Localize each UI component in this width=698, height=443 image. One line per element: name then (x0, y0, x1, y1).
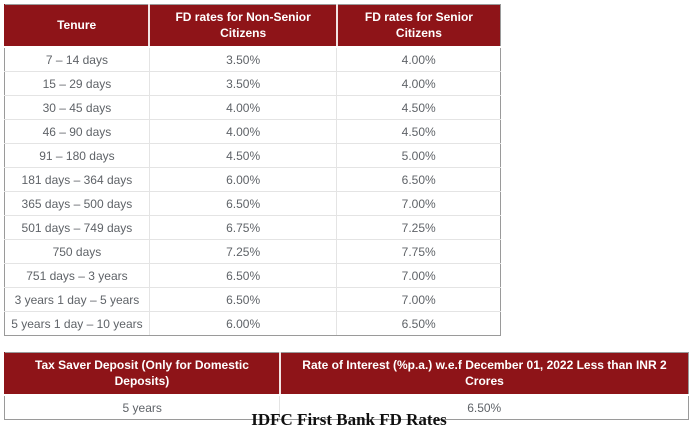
table-cell: 6.50% (148, 263, 338, 289)
table-cell: 7.25% (148, 239, 338, 265)
table-cell: 4.50% (336, 119, 501, 145)
table-cell: 4.50% (336, 95, 501, 121)
table-row: 751 days – 3 years 6.50% 7.00% (4, 263, 501, 289)
table-cell: 6.50% (279, 394, 689, 421)
table-cell: 751 days – 3 years (4, 263, 150, 289)
page-title: IDFC First Bank FD Rates (251, 410, 447, 429)
table-row: 501 days – 749 days 6.75% 7.25% (4, 215, 501, 241)
table-cell: 6.50% (336, 167, 501, 193)
table-cell: 5 years (3, 394, 281, 421)
table-row: 7 – 14 days 3.50% 4.00% (4, 46, 501, 73)
tax-saver-table: Tax Saver Deposit (Only for Domestic Dep… (3, 352, 689, 421)
table-cell: 4.00% (148, 95, 338, 121)
table-cell: 6.50% (148, 287, 338, 313)
table-cell: 6.50% (336, 311, 501, 337)
table-cell: 46 – 90 days (4, 119, 150, 145)
table-cell: 6.75% (148, 215, 338, 241)
fd-rates-header-row: Tenure FD rates for Non-Senior Citizens … (4, 4, 501, 49)
table-cell: 6.00% (148, 167, 338, 193)
table-cell: 5.00% (336, 143, 501, 169)
table-cell: 501 days – 749 days (4, 215, 150, 241)
table-row: 15 – 29 days 3.50% 4.00% (4, 71, 501, 97)
table-cell: 4.00% (336, 46, 501, 73)
table-cell: 91 – 180 days (4, 143, 150, 169)
tax-saver-body: 5 years 6.50% (3, 394, 689, 421)
table-cell: 6.00% (148, 311, 338, 337)
table-cell: 30 – 45 days (4, 95, 150, 121)
table-cell: 750 days (4, 239, 150, 265)
fd-rates-body: 7 – 14 days 3.50% 4.00% 15 – 29 days 3.50% 4.… (4, 46, 501, 337)
table-cell: 3 years 1 day – 5 years (4, 287, 150, 313)
table-row: 3 years 1 day – 5 years 6.50% 7.00% (4, 287, 501, 313)
table-cell: 6.50% (148, 191, 338, 217)
tax-saver-header-row: Tax Saver Deposit (Only for Domestic Dep… (3, 352, 689, 397)
table-row: 5 years 6.50% (3, 394, 689, 421)
table-cell: 3.50% (148, 71, 338, 97)
table-cell: 7.00% (336, 287, 501, 313)
table-cell: 7.00% (336, 191, 501, 217)
header-senior-rates: FD rates for Senior Citizens (335, 4, 501, 49)
table-cell: 4.00% (336, 71, 501, 97)
table-cell: 7 – 14 days (4, 46, 150, 73)
table-cell: 4.50% (148, 143, 338, 169)
fd-rates-table: Tenure FD rates for Non-Senior Citizens … (4, 4, 501, 337)
header-rate-of-interest: Rate of Interest (%p.a.) w.e.f December … (278, 352, 689, 397)
table-cell: 15 – 29 days (4, 71, 150, 97)
table-cell: 7.75% (336, 239, 501, 265)
table-row: 5 years 1 day – 10 years 6.00% 6.50% (4, 311, 501, 337)
table-row: 365 days – 500 days 6.50% 7.00% (4, 191, 501, 217)
table-row: 750 days 7.25% 7.75% (4, 239, 501, 265)
table-row: 46 – 90 days 4.00% 4.50% (4, 119, 501, 145)
table-cell: 5 years 1 day – 10 years (4, 311, 150, 337)
table-cell: 365 days – 500 days (4, 191, 150, 217)
table-cell: 3.50% (148, 46, 338, 73)
table-cell: 181 days – 364 days (4, 167, 150, 193)
header-non-senior-rates: FD rates for Non-Senior Citizens (148, 4, 337, 49)
table-row: 91 – 180 days 4.50% 5.00% (4, 143, 501, 169)
table-cell: 7.00% (336, 263, 501, 289)
table-row: 181 days – 364 days 6.00% 6.50% (4, 167, 501, 193)
header-tax-saver-deposit: Tax Saver Deposit (Only for Domestic Dep… (3, 352, 280, 397)
table-cell: 4.00% (148, 119, 338, 145)
table-cell: 7.25% (336, 215, 501, 241)
header-tenure: Tenure (4, 4, 150, 49)
table-row: 30 – 45 days 4.00% 4.50% (4, 95, 501, 121)
